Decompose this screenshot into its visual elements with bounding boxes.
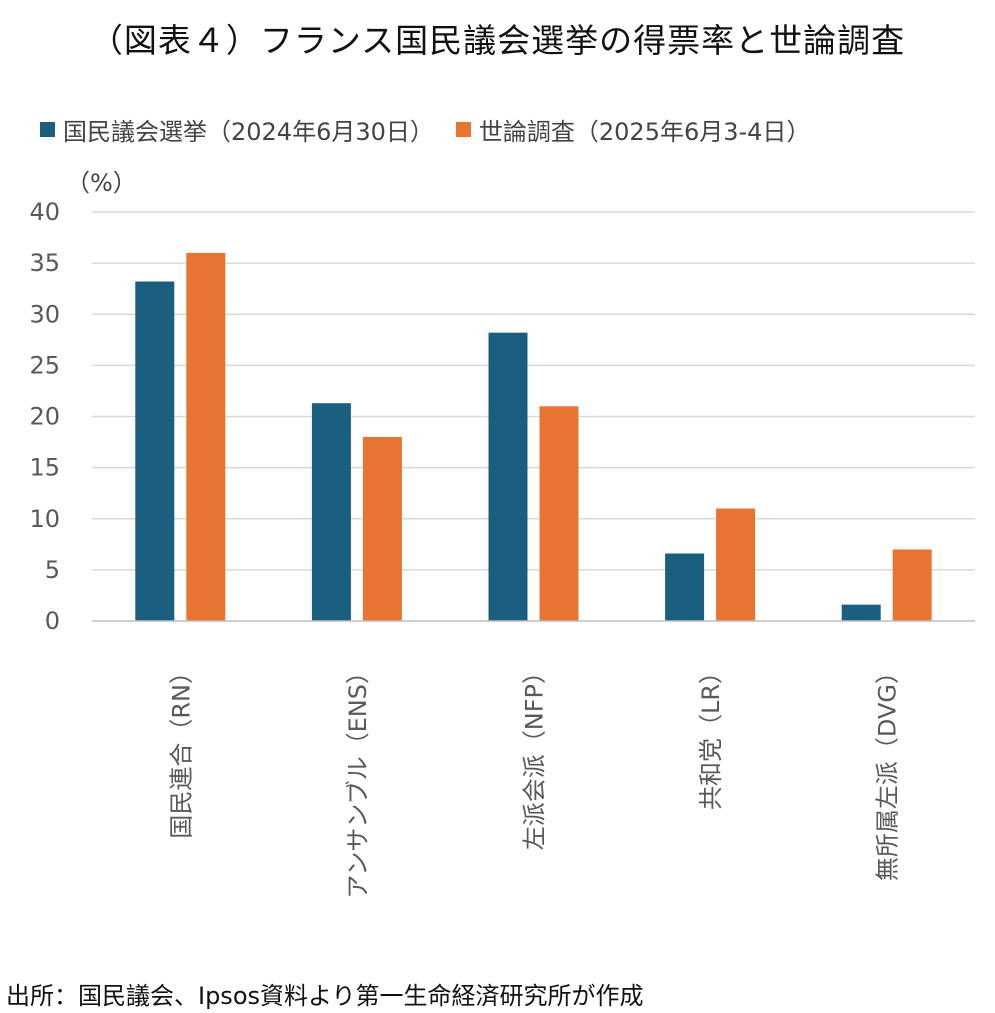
bar-election bbox=[665, 553, 705, 621]
x-category-label: アンサンブル（ENS） bbox=[344, 660, 372, 899]
chart-title: （図表４）フランス国民議会選挙の得票率と世論調査 bbox=[89, 21, 906, 60]
bar-poll bbox=[362, 436, 402, 621]
bar-election bbox=[488, 332, 528, 621]
legend-swatch-election bbox=[40, 122, 55, 137]
y-tick-label: 30 bbox=[29, 300, 60, 328]
legend-item-poll: 世論調査（2025年6月3-4日） bbox=[455, 112, 811, 147]
y-tick-label: 15 bbox=[29, 454, 60, 482]
y-tick-label: 35 bbox=[29, 249, 60, 277]
legend: 国民議会選挙（2024年6月30日） 世論調査（2025年6月3-4日） bbox=[40, 112, 810, 147]
legend-label-election: 国民議会選挙（2024年6月30日） bbox=[63, 118, 434, 146]
legend-swatch-poll bbox=[455, 122, 471, 137]
x-category-label: 左派会派（NFP） bbox=[521, 660, 549, 850]
y-tick-label: 40 bbox=[29, 198, 60, 226]
y-tick-label: 10 bbox=[29, 505, 60, 533]
bar-poll bbox=[716, 508, 756, 621]
legend-label-poll: 世論調査（2025年6月3-4日） bbox=[478, 118, 811, 146]
y-tick-label: 25 bbox=[29, 351, 60, 379]
bar-poll bbox=[539, 406, 579, 621]
x-category-label: 国民連合（RN） bbox=[167, 660, 195, 839]
bar-election bbox=[311, 403, 351, 621]
y-tick-label: 5 bbox=[45, 556, 60, 584]
x-category-label: 共和党（LR） bbox=[697, 660, 725, 810]
y-axis-unit-label: （%） bbox=[66, 169, 137, 197]
bar-poll bbox=[892, 549, 932, 621]
bar-election bbox=[841, 604, 881, 621]
y-tick-label: 0 bbox=[45, 607, 60, 635]
y-tick-label: 20 bbox=[29, 403, 60, 431]
bar-election bbox=[135, 281, 175, 621]
bar-poll bbox=[186, 252, 226, 621]
legend-item-election: 国民議会選挙（2024年6月30日） bbox=[40, 112, 434, 147]
source-note: 出所：国民議会、Ipsos資料より第一生命経済研究所が作成 bbox=[6, 982, 644, 1010]
x-category-label: 無所属左派（DVG） bbox=[874, 660, 902, 881]
